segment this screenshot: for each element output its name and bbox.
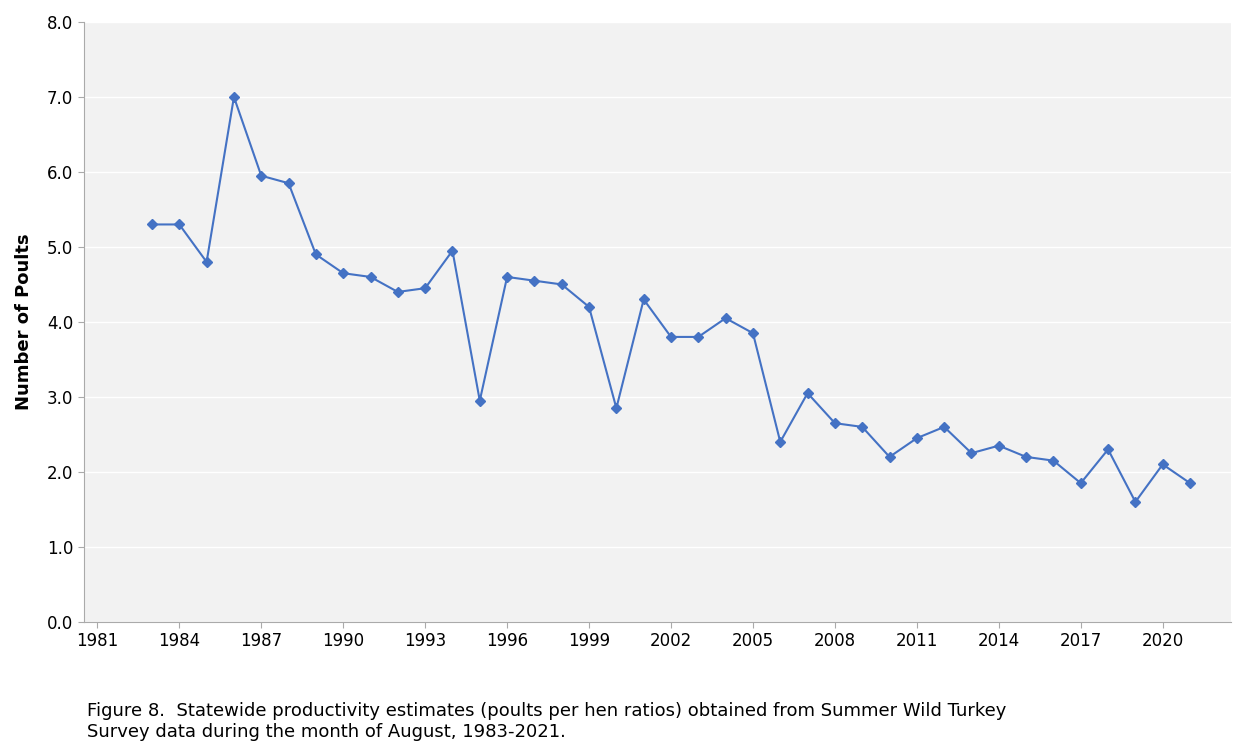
Y-axis label: Number of Poults: Number of Poults xyxy=(15,234,32,411)
Text: Figure 8.  Statewide productivity estimates (poults per hen ratios) obtained fro: Figure 8. Statewide productivity estimat… xyxy=(87,702,1007,741)
